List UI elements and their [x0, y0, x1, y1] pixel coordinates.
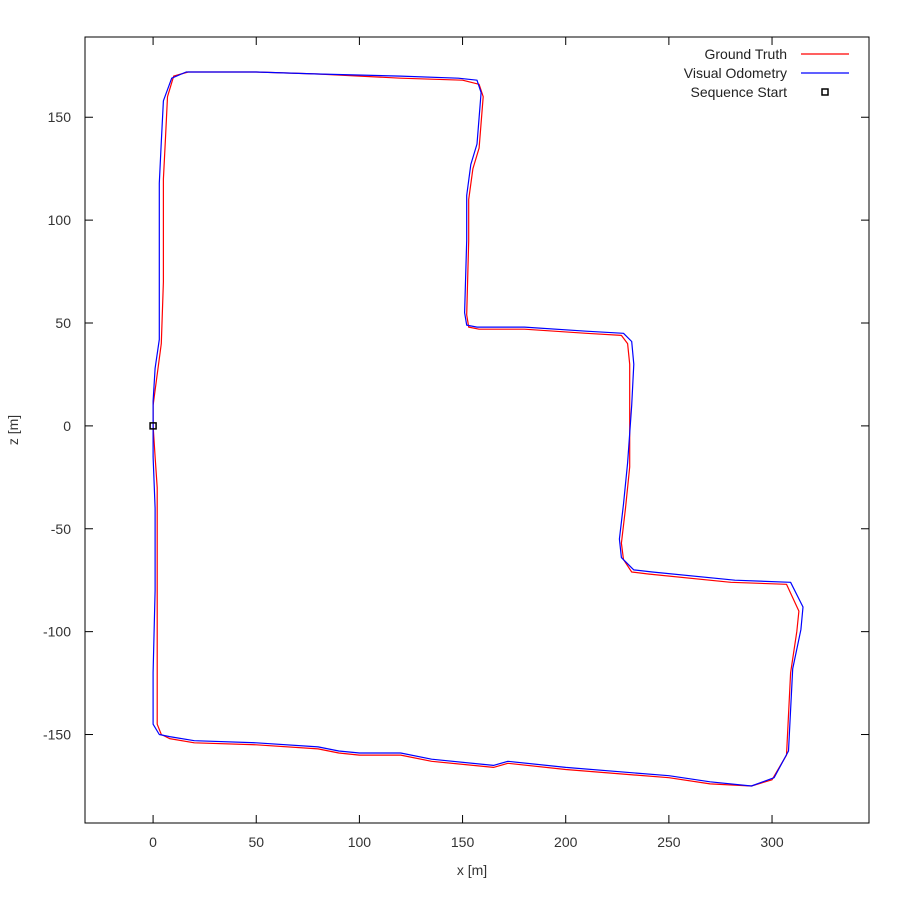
y-tick-label: 100	[48, 212, 72, 228]
y-tick-label: -150	[43, 727, 71, 743]
visual-odometry-line	[152, 71, 804, 787]
x-tick-label: 150	[451, 834, 475, 850]
legend-label-visual-odometry: Visual Odometry	[684, 65, 787, 81]
y-tick-label: 150	[48, 109, 72, 125]
legend-label-ground-truth: Ground Truth	[705, 46, 788, 62]
x-tick-label: 300	[760, 834, 784, 850]
x-tick-label: 0	[149, 834, 157, 850]
sequence-start-marker	[149, 422, 157, 430]
legend-label-sequence-start: Sequence Start	[690, 84, 787, 100]
legend-swatch-sequence-start	[821, 88, 829, 96]
x-tick-label: 50	[248, 834, 264, 850]
y-tick-label: -100	[43, 624, 71, 640]
y-tick-label: 50	[55, 315, 71, 331]
x-axis-label: x [m]	[457, 862, 487, 878]
y-tick-label: -50	[51, 521, 71, 537]
x-tick-label: 200	[554, 834, 578, 850]
ground-truth-line	[152, 71, 800, 787]
x-tick-label: 250	[657, 834, 681, 850]
plot-area-frame	[84, 36, 870, 824]
y-axis-label: z [m]	[5, 415, 21, 445]
x-tick-label: 100	[348, 834, 372, 850]
y-tick-label: 0	[63, 418, 71, 434]
